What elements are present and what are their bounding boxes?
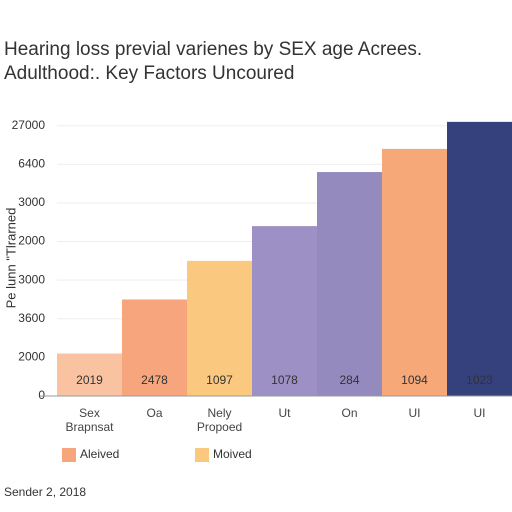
y-tick-label: 3000 [18,195,45,209]
bar [57,353,122,396]
legend-label: Aleived [80,447,119,461]
x-tick-label: On [341,406,358,420]
x-tick-label: Oa [146,406,163,420]
y-tick-label: 2000 [18,350,45,364]
y-tick-label: 2000 [18,234,45,248]
bar [187,260,252,396]
bar [447,121,512,396]
bar [382,148,447,396]
footer: Sender 2, 2018 [4,485,86,499]
bar-text: 1023 [466,373,493,387]
x-tick-label: Nely Propoed [196,406,243,434]
y-axis-label: Pe lunn "Tlrarned [3,208,18,309]
x-tick-label: Sex Brapnsat [65,406,114,434]
y-tick-label: 27000 [12,118,46,132]
y-tick-label: 6400 [18,157,45,171]
bar [317,172,382,396]
y-tick-label: 3600 [18,311,45,325]
x-tick-label: Ut [278,406,291,420]
chart-title: Hearing loss previal varienes by SEX age… [4,39,422,60]
bar [252,226,317,396]
bar-text: 2478 [141,373,168,387]
legend-swatch [62,448,76,462]
bar-text: 284 [339,373,359,387]
legend-label: Moived [213,447,252,461]
bar-text: 1094 [401,373,428,387]
chart-subtitle: Adulthood:. Key Factors Uncoured [4,63,294,84]
bar [122,299,187,396]
bar-text: 2019 [76,373,103,387]
legend-swatch [195,448,209,462]
y-tick-label: 0 [38,388,45,402]
x-tick-label: UI [408,406,421,420]
bar-text: 1097 [206,373,233,387]
bar-text: 1078 [271,373,298,387]
x-tick-label: UI [473,406,486,420]
y-tick-label: 3000 [18,272,45,286]
